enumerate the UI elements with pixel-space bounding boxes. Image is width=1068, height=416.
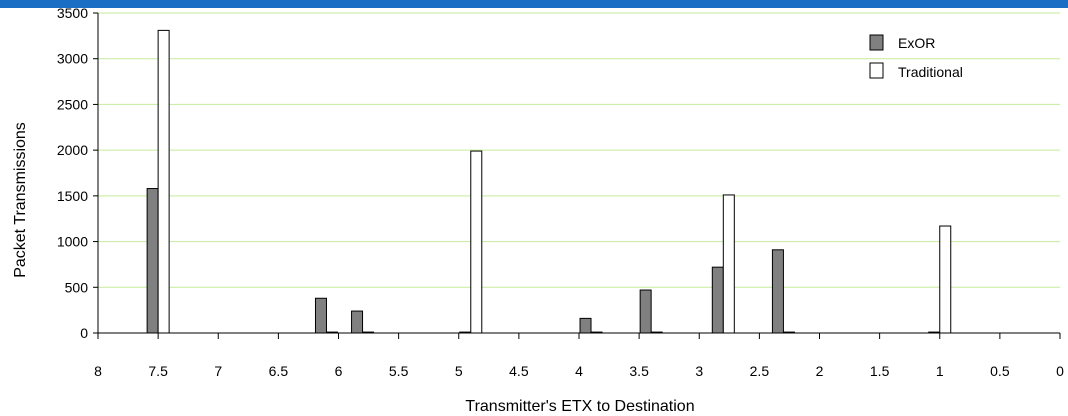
bar-exor: [579, 317, 592, 334]
x-tick-label: 5.5: [389, 363, 409, 379]
bar-traditional: [650, 331, 663, 334]
bars: [146, 29, 952, 334]
x-tick-label: 5: [455, 363, 463, 379]
bar-traditional: [590, 331, 603, 334]
x-tick-label: 8: [94, 363, 102, 379]
legend-swatch-exor: [869, 34, 884, 51]
x-tick-label: 4: [575, 363, 583, 379]
y-tick-label: 1500: [57, 188, 88, 204]
legend-swatch-traditional: [869, 62, 884, 79]
x-tick-label: 1.5: [870, 363, 890, 379]
y-axis-label: Packet Transmissions: [12, 122, 29, 278]
bar-traditional: [722, 194, 735, 334]
bar-traditional: [782, 331, 795, 334]
bar-exor: [146, 188, 159, 334]
top-accent-bar: [0, 0, 1068, 8]
bar-traditional: [157, 29, 170, 334]
legend-label-exor: ExOR: [898, 35, 935, 51]
y-tick-label: 2500: [57, 96, 88, 112]
bar-traditional: [325, 331, 338, 334]
bar-traditional: [470, 150, 483, 334]
bar-traditional: [362, 331, 375, 334]
grid-lines: [98, 12, 1060, 288]
y-tick-label: 0: [80, 325, 88, 341]
y-tick-label: 3500: [57, 5, 88, 21]
bar-exor: [928, 331, 941, 334]
x-tick-label: 2: [816, 363, 824, 379]
x-tick-label: 6.5: [269, 363, 289, 379]
y-tick-label: 500: [65, 279, 89, 295]
x-tick-label: 7: [214, 363, 222, 379]
x-tick-label: 1: [936, 363, 944, 379]
legend-label-traditional: Traditional: [898, 64, 963, 80]
bar-traditional: [939, 225, 952, 334]
x-tick-label: 2.5: [750, 363, 770, 379]
bar-exor: [639, 289, 652, 334]
x-tick-label: 0: [1056, 363, 1064, 379]
x-tick-label: 0.5: [990, 363, 1010, 379]
x-axis-label: Transmitter's ETX to Destination: [465, 398, 694, 415]
y-tick-label: 2000: [57, 142, 88, 158]
x-tick-label: 3: [695, 363, 703, 379]
bar-exor: [711, 266, 724, 334]
y-tick-label: 1000: [57, 234, 88, 250]
bar-exor: [314, 297, 327, 334]
x-tick-label: 6: [335, 363, 343, 379]
y-tick-label: 3000: [57, 51, 88, 67]
bar-exor: [459, 331, 472, 334]
y-axis-ticks: 0 500 1000 1500 2000 2500 3000 3500: [57, 5, 98, 341]
bar-exor: [771, 249, 784, 334]
bar-exor: [351, 310, 364, 334]
x-tick-label: 7.5: [148, 363, 168, 379]
x-axis-ticks: 8 7.5 7 6.5 6 5.5 5 4.5 4 3.5 3 2.5 2 1.5 1 0.5 0: [94, 333, 1064, 379]
legend: ExOR Traditional: [869, 34, 963, 80]
x-tick-label: 4.5: [509, 363, 529, 379]
x-tick-label: 3.5: [629, 363, 649, 379]
